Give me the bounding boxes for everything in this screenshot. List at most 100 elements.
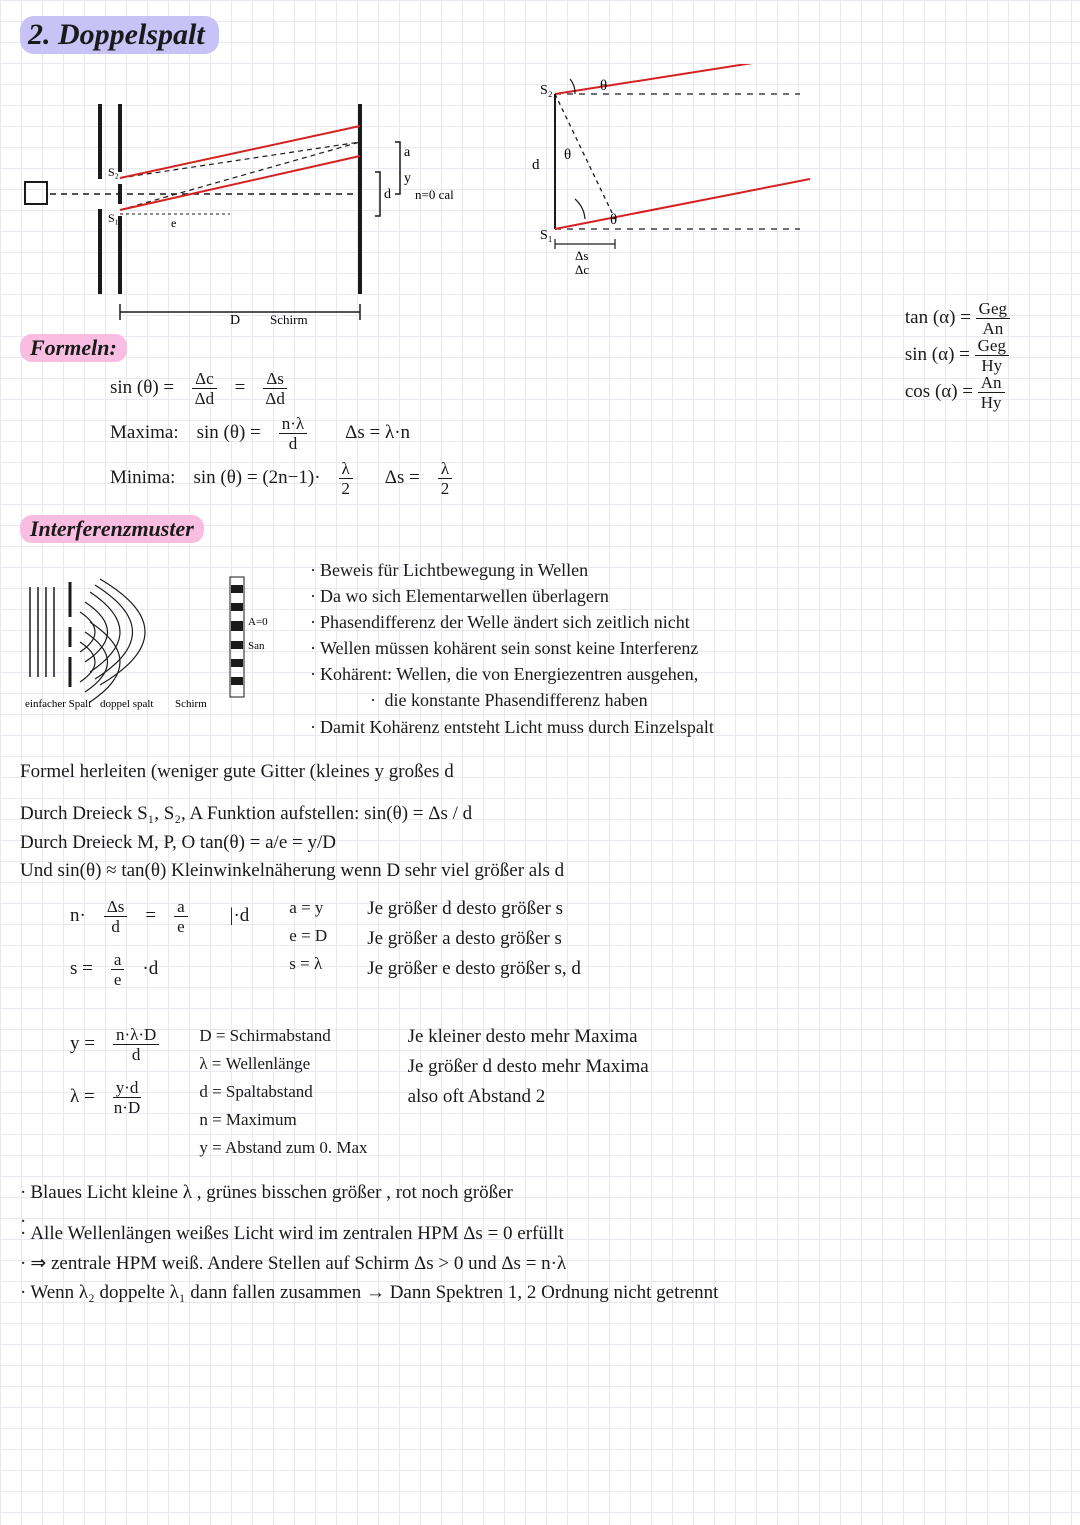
label-db: d — [532, 157, 540, 173]
eq1-n1: Δs — [104, 898, 128, 917]
maxima-den: d — [279, 434, 307, 452]
maxima-extra: Δs = λ·n — [345, 417, 410, 449]
eq2-lhs: s = — [70, 958, 93, 980]
label-san: San — [248, 640, 265, 652]
maxima-lhs: sin (θ) = — [197, 417, 261, 449]
eq1-d2: e — [174, 917, 188, 935]
maxima-label: Maxima: — [110, 417, 179, 449]
eq1-d1: d — [104, 917, 128, 935]
heading-interferenz: Interferenzmuster — [20, 515, 204, 543]
label-a: a — [404, 145, 411, 160]
heading-formeln: Formeln: — [20, 334, 127, 362]
tan-den: An — [976, 319, 1010, 337]
def-1: λ = Wellenlänge — [199, 1054, 367, 1074]
deriv-intro-0: Durch Dreieck S₁, S₂, A Funktion aufstel… — [20, 800, 1060, 829]
minima-lhs: sin (θ) = (2n−1)· — [193, 462, 320, 494]
bullet-1: Da wo sich Elementarwellen überlagern — [310, 583, 714, 609]
eq1-note: |·d — [230, 905, 250, 927]
maxima-num: n·λ — [279, 415, 307, 434]
minima-e-num: λ — [438, 460, 452, 479]
sin-label: sin (α) = — [905, 344, 975, 365]
label-ds: Δs — [575, 248, 588, 263]
label-schirm2: Schirm — [175, 698, 207, 710]
f1-num2: Δs — [263, 370, 287, 389]
double-slit-diagram: S₂ S₁ e d a y n=0 cal D Schirm — [20, 64, 480, 324]
eq1-lhs: n· — [70, 905, 86, 927]
bullet-6: Damit Kohärenz entsteht Licht muss durch… — [310, 714, 714, 740]
final-columns: y = n·λ·Dd λ = y·dn·D D = Schirmabstand … — [70, 1026, 1060, 1158]
label-schirm: Schirm — [270, 312, 308, 324]
f1-lhs: sin (θ) = — [110, 372, 174, 404]
label-dc: Δc — [575, 262, 589, 277]
derivation-intro: Durch Dreieck S₁, S₂, A Funktion aufstel… — [20, 800, 1060, 886]
label-e: e — [171, 216, 176, 230]
l-num: y·d — [113, 1079, 142, 1098]
page-title: 2. Doppelspalt — [20, 16, 219, 54]
cos-den: Hy — [978, 393, 1005, 411]
tan-label: tan (α) = — [905, 307, 976, 328]
heading-herleiten: Formel herleiten (weniger gute Gitter (k… — [20, 758, 1060, 787]
label-theta3: θ — [610, 212, 617, 228]
f1-num1: Δc — [192, 370, 216, 389]
label-einfacher: einfacher Spalt — [25, 698, 91, 710]
label-D: D — [230, 313, 240, 324]
label-s2: S₂ — [108, 165, 119, 179]
minima-label: Minima: — [110, 462, 175, 494]
f1-den2: Δd — [263, 389, 287, 407]
interference-bullets: Beweis für Lichtbewegung in Wellen Da wo… — [310, 557, 714, 740]
fdesc-1: Je größer d desto mehr Maxima — [408, 1056, 649, 1078]
minima-e-den: 2 — [438, 479, 452, 497]
bullet-5: die konstante Phasendifferenz haben — [370, 687, 714, 713]
desc-0: Je größer d desto größer s — [367, 898, 581, 920]
label-n0: n=0 cal — [415, 187, 454, 202]
l-den: n·D — [113, 1098, 142, 1116]
tan-num: Geg — [976, 300, 1010, 319]
def-4: y = Abstand zum 0. Max — [199, 1138, 367, 1158]
f1-den1: Δd — [192, 389, 216, 407]
eq2-n: a — [111, 951, 125, 970]
label-s1b: S₁ — [540, 228, 553, 243]
label-s2b: S₂ — [540, 83, 553, 98]
fdesc-2: also oft Abstand 2 — [408, 1086, 649, 1108]
y-num: n·λ·D — [113, 1026, 159, 1045]
subst-2: s = λ — [289, 954, 327, 974]
eq2-tail: ·d — [142, 958, 158, 980]
y-lhs: y = — [70, 1033, 95, 1055]
note-3: Wenn λ₂ doppelte λ₁ dann fallen zusammen… — [20, 1278, 1060, 1307]
def-0: D = Schirmabstand — [199, 1026, 367, 1046]
trig-reminders: tan (α) = GegAn sin (α) = GegHy cos (α) … — [905, 300, 1010, 411]
angle-diagram: S₂ S₁ d θ θ θ Δs Δc — [520, 64, 840, 284]
eq1-n2: a — [174, 898, 188, 917]
minima-extra-lhs: Δs = — [385, 462, 420, 494]
end-notes: Blaues Licht kleine λ , grünes bisschen … — [20, 1178, 1060, 1308]
minima-den: 2 — [339, 479, 353, 497]
label-theta1: θ — [600, 78, 607, 94]
derivation-columns: n· Δsd = ae |·d s = ae ·d a = y e = D s … — [70, 898, 1060, 996]
deriv-intro-2: Und sin(θ) ≈ tan(θ) Kleinwinkelnäherung … — [20, 857, 1060, 886]
label-d: d — [384, 187, 391, 202]
sin-num: Geg — [975, 337, 1009, 356]
interference-row: A=0 San einfacher Spalt doppel spalt Sch… — [20, 557, 1060, 740]
desc-1: Je größer a desto größer s — [367, 928, 581, 950]
def-2: d = Spaltabstand — [199, 1082, 367, 1102]
diagram-row: S₂ S₁ e d a y n=0 cal D Schirm S₂ S₁ d θ… — [20, 64, 1060, 324]
label-s1: S₁ — [108, 211, 119, 225]
l-lhs: λ = — [70, 1086, 95, 1108]
eq1-mid: = — [145, 905, 156, 927]
subst-1: e = D — [289, 926, 327, 946]
note-0: Blaues Licht kleine λ , grünes bisschen … — [20, 1178, 1060, 1207]
fdesc-0: Je kleiner desto mehr Maxima — [408, 1026, 649, 1048]
subst-0: a = y — [289, 898, 327, 918]
minima-num: λ — [339, 460, 353, 479]
bullet-2: Phasendifferenz der Welle ändert sich ze… — [310, 609, 714, 635]
label-y: y — [404, 171, 411, 186]
deriv-intro-1: Durch Dreieck M, P, O tan(θ) = a/e = y/D — [20, 829, 1060, 858]
f1-eq: = — [235, 372, 246, 404]
interference-sketch: A=0 San einfacher Spalt doppel spalt Sch… — [20, 557, 280, 717]
label-a0: A=0 — [248, 616, 268, 628]
label-theta2: θ — [564, 147, 571, 163]
def-3: n = Maximum — [199, 1110, 367, 1130]
note-2: ⇒ zentrale HPM weiß. Andere Stellen auf … — [20, 1249, 1060, 1278]
bullet-4: Kohärent: Wellen, die von Energiezentren… — [310, 661, 714, 687]
label-doppel: doppel spalt — [100, 698, 153, 710]
